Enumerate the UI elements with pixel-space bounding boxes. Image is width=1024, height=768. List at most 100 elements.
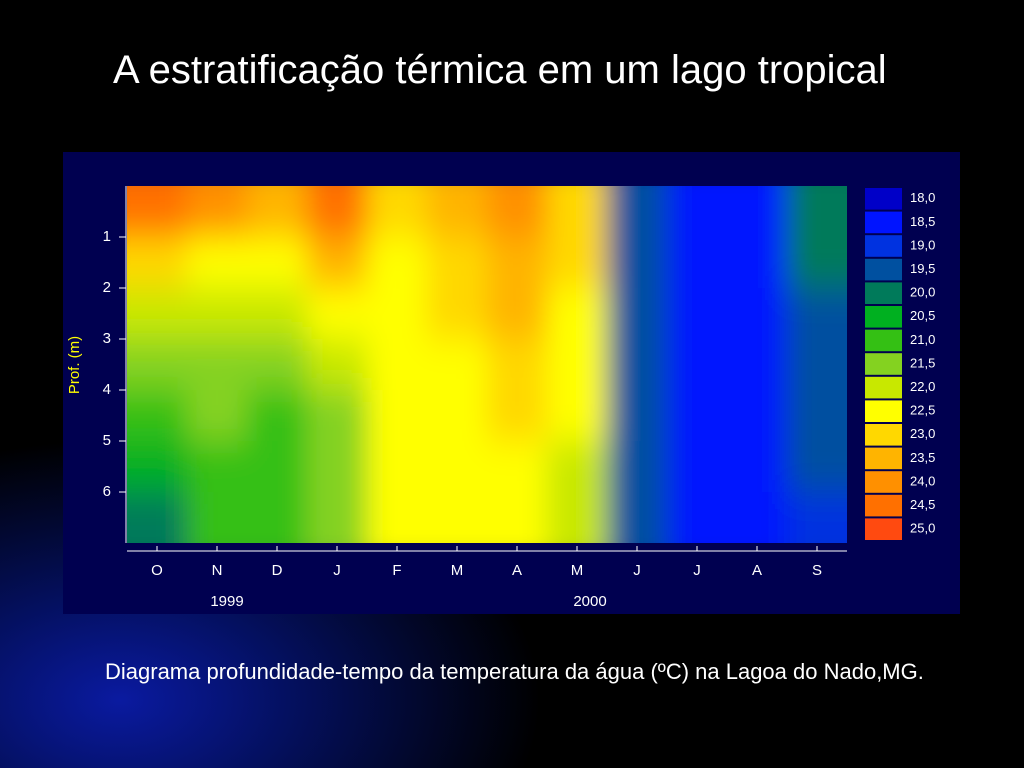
contour-cell (607, 390, 668, 442)
contour-cell (547, 492, 608, 543)
colorbar-swatch (865, 282, 902, 304)
colorbar-label: 21,0 (910, 332, 935, 347)
contour-cell (667, 186, 728, 238)
year-label: 1999 (210, 593, 243, 610)
colorbar-swatch (865, 376, 902, 399)
contour-cell (367, 288, 428, 340)
colorbar-swatch (865, 235, 902, 257)
x-tick-label: J (633, 562, 641, 579)
contour-cell (787, 441, 847, 493)
contour-cell (187, 339, 248, 391)
y-tick-label: 3 (103, 330, 111, 347)
contour-cell (127, 441, 188, 493)
y-tick-label: 1 (103, 228, 111, 245)
contour-cell (247, 186, 308, 238)
caption: Diagrama profundidade-tempo da temperatu… (105, 659, 924, 684)
colorbar-swatch (865, 471, 902, 493)
contour-cell (607, 441, 668, 493)
contour-cell (367, 186, 428, 238)
colorbar-label: 20,0 (910, 285, 935, 300)
contour-cell (367, 237, 428, 289)
contour-cell (307, 186, 368, 238)
colorbar-label: 19,0 (910, 237, 935, 252)
colorbar-label: 18,0 (910, 190, 935, 205)
contour-cell (187, 288, 248, 340)
x-tick-label: M (451, 562, 464, 579)
colorbar-label: 18,5 (910, 214, 935, 229)
x-tick-label: J (693, 562, 701, 579)
contour-cell (307, 441, 368, 493)
contour-cell (487, 492, 548, 543)
contour-cell (607, 339, 668, 391)
contour-cell (787, 390, 847, 442)
contour-cell (667, 288, 728, 340)
x-tick-label: M (571, 562, 584, 579)
contour-cell (787, 288, 847, 340)
contour-cell (607, 492, 668, 543)
y-tick-label: 6 (103, 483, 111, 500)
contour-cell (727, 288, 788, 340)
contour-cell (367, 441, 428, 493)
y-axis-label: Prof. (m) (66, 336, 83, 394)
x-tick-label: S (812, 562, 822, 579)
contour-cell (427, 492, 488, 543)
contour-cell (247, 492, 308, 543)
contour-cell (787, 237, 847, 289)
contour-cell (187, 237, 248, 289)
contour-cell (307, 288, 368, 340)
x-tick-label: J (333, 562, 341, 579)
contour-cell (247, 237, 308, 289)
x-tick-label: A (512, 562, 522, 579)
x-tick-label: A (752, 562, 762, 579)
contour-cell (787, 186, 847, 238)
contour-cell (307, 339, 368, 391)
colorbar-swatch (865, 211, 902, 234)
contour-cell (367, 339, 428, 391)
contour-cell (487, 237, 548, 289)
contour-cell (727, 492, 788, 543)
contour-cell (127, 492, 188, 543)
contour-cell (427, 441, 488, 493)
contour-cell (727, 441, 788, 493)
contour-cell (427, 186, 488, 238)
colorbar-label: 19,5 (910, 261, 935, 276)
colorbar-swatch (865, 329, 902, 352)
contour-cell (787, 339, 847, 391)
contour-cell (187, 390, 248, 442)
contour-cell (427, 288, 488, 340)
colorbar-swatch (865, 400, 902, 422)
colorbar-label: 23,0 (910, 426, 935, 441)
contour-cell (667, 390, 728, 442)
contour-cell (487, 186, 548, 238)
colorbar-swatch (865, 258, 902, 281)
contour-cell (727, 339, 788, 391)
colorbar-label: 22,0 (910, 379, 935, 394)
colorbar-swatch (865, 518, 902, 540)
colorbar-label: 24,0 (910, 473, 935, 488)
contour-cell (787, 492, 847, 543)
contour-cell (247, 441, 308, 493)
chart: Prof. (m) 1999 2000 1 2 3 4 5 6 O N D J F M A M J J A S 18… (63, 152, 960, 614)
contour-cell (427, 390, 488, 442)
x-tick-label: D (272, 562, 283, 579)
contour-cell (727, 237, 788, 289)
contour-cell (127, 186, 188, 238)
contour-cell (487, 288, 548, 340)
contour-cell (727, 390, 788, 442)
colorbar-swatch (865, 188, 902, 210)
contour-cell (247, 339, 308, 391)
contour-cell (367, 390, 428, 442)
contour-cell (667, 492, 728, 543)
y-tick-label: 5 (103, 432, 111, 449)
y-tick-label: 2 (103, 279, 111, 296)
x-tick-label: O (151, 562, 163, 579)
y-tick-label: 4 (103, 381, 111, 398)
contour-cell (667, 441, 728, 493)
colorbar-label: 21,5 (910, 355, 935, 370)
x-tick-label: N (212, 562, 223, 579)
contour-cell (187, 441, 248, 493)
colorbar-label: 20,5 (910, 308, 935, 323)
contour-cell (127, 237, 188, 289)
colorbar-swatch (865, 353, 902, 375)
